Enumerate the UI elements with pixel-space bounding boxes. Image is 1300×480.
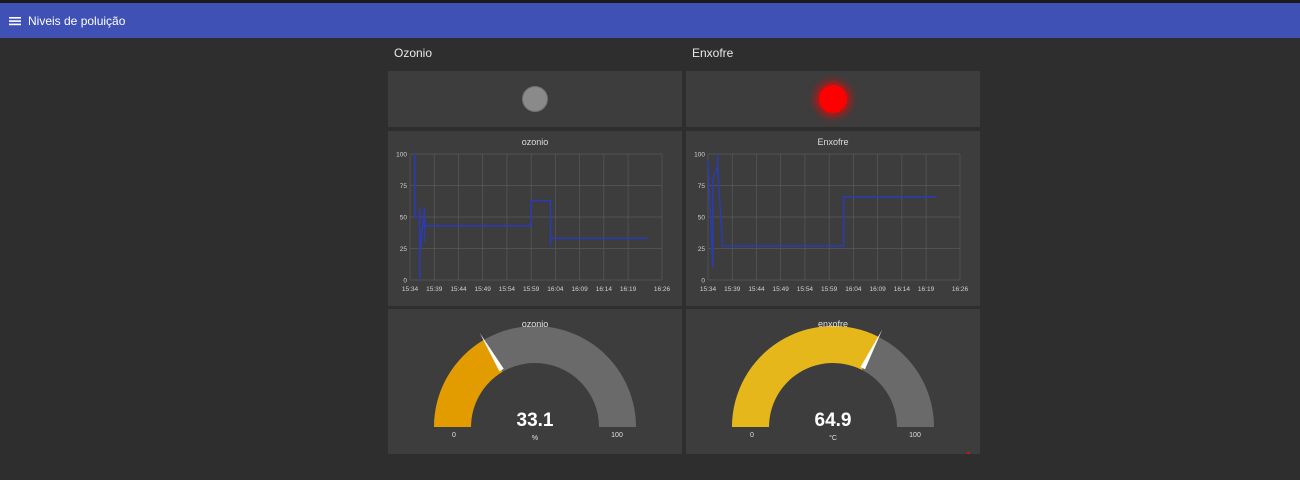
y-tick-label: 100 xyxy=(396,152,407,159)
status-led-enxofre-on xyxy=(819,85,847,113)
x-tick-label: 15:49 xyxy=(773,286,790,293)
x-tick-label: 15:59 xyxy=(523,286,540,293)
led-card-enxofre xyxy=(686,71,980,127)
x-tick-label: 15:34 xyxy=(700,286,717,293)
x-tick-label: 16:26 xyxy=(654,286,671,293)
gauge-needle-icon xyxy=(479,333,504,372)
x-tick-label: 15:39 xyxy=(426,286,443,293)
led-card-ozonio xyxy=(388,71,682,127)
series-line xyxy=(707,154,936,268)
gauge-max: 100 xyxy=(611,432,623,439)
gauge-fill xyxy=(732,326,879,427)
gauge-min: 0 xyxy=(452,432,456,439)
chart-title: Enxofre xyxy=(817,137,848,147)
x-tick-label: 16:14 xyxy=(596,286,613,293)
x-tick-label: 15:54 xyxy=(499,286,516,293)
y-tick-label: 100 xyxy=(694,152,705,159)
gauge-card-enxofre: enxofre 64.9 °C 0 100 xyxy=(686,309,980,454)
window-top-edge xyxy=(0,0,1300,3)
x-tick-label: 16:04 xyxy=(845,286,862,293)
x-tick-label: 15:44 xyxy=(450,286,467,293)
x-tick-label: 15:44 xyxy=(748,286,765,293)
hamburger-menu-icon xyxy=(9,16,21,25)
x-tick-label: 16:09 xyxy=(869,286,886,293)
x-tick-label: 16:09 xyxy=(571,286,588,293)
line-chart-enxofre: Enxofre 0 25 50 75 100 15:34 15:39 15:44 15:49 15… xyxy=(694,137,969,293)
chart-title: ozonio xyxy=(522,137,549,147)
gauge-needle-icon xyxy=(860,329,883,370)
app-header: Niveis de poluição xyxy=(0,3,1300,38)
gauge-max: 100 xyxy=(909,432,921,439)
gauge-enxofre: enxofre 64.9 °C 0 100 xyxy=(732,319,934,442)
chart-card-enxofre[interactable]: Enxofre 0 25 50 75 100 15:34 15:39 15:44 15:49 15… xyxy=(686,131,980,306)
y-tick-label: 75 xyxy=(400,183,408,190)
gauge-min: 0 xyxy=(750,432,754,439)
chart-card-ozonio[interactable]: ozonio 0 25 50 75 100 15:34 15:39 15:44 15:49 15:… xyxy=(388,131,682,306)
gauge-ozonio: ozonio 33.1 % 0 100 xyxy=(434,319,636,442)
y-tick-label: 75 xyxy=(698,183,706,190)
y-tick-label: 0 xyxy=(701,278,705,285)
y-tick-label: 25 xyxy=(698,246,706,253)
gauge-fill xyxy=(434,339,503,427)
group-title-enxofre: Enxofre xyxy=(692,46,734,60)
y-tick-label: 50 xyxy=(698,215,706,222)
gauge-value: 64.9 xyxy=(815,410,852,431)
x-tick-label: 15:59 xyxy=(821,286,838,293)
x-tick-label: 15:49 xyxy=(475,286,492,293)
menu-button[interactable] xyxy=(2,3,28,38)
x-tick-label: 15:39 xyxy=(724,286,741,293)
gauge-label: ozonio xyxy=(522,319,549,329)
x-tick-label: 16:14 xyxy=(894,286,911,293)
gauge-unit: % xyxy=(532,435,538,442)
y-tick-label: 0 xyxy=(403,278,407,285)
status-led-ozonio-off xyxy=(522,86,548,112)
series-line xyxy=(414,154,648,280)
x-tick-label: 16:19 xyxy=(620,286,637,293)
gauge-card-ozonio: ozonio 33.1 % 0 100 xyxy=(388,309,682,454)
x-tick-label: 16:04 xyxy=(547,286,564,293)
line-chart-ozonio: ozonio 0 25 50 75 100 15:34 15:39 15:44 15:49 15:… xyxy=(396,137,671,293)
x-tick-label: 16:19 xyxy=(918,286,935,293)
x-tick-label: 16:26 xyxy=(952,286,969,293)
group-title-ozonio: Ozonio xyxy=(394,46,433,60)
y-tick-label: 50 xyxy=(400,215,408,222)
app-title: Niveis de poluição xyxy=(28,13,126,28)
x-tick-label: 15:34 xyxy=(402,286,419,293)
gauge-label: enxofre xyxy=(818,319,848,329)
y-tick-label: 25 xyxy=(400,246,408,253)
status-indicator-dot xyxy=(967,452,970,454)
gauge-unit: °C xyxy=(829,434,837,442)
x-tick-label: 15:54 xyxy=(797,286,814,293)
gauge-value: 33.1 xyxy=(517,410,554,431)
